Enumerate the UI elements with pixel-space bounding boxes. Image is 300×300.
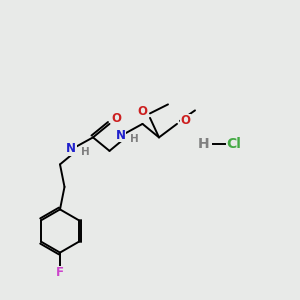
Text: O: O: [180, 114, 190, 128]
Text: H: H: [80, 147, 89, 158]
Text: O: O: [111, 112, 121, 125]
Text: Cl: Cl: [226, 137, 242, 151]
Text: N: N: [66, 142, 76, 155]
Text: N: N: [116, 129, 126, 142]
Text: F: F: [56, 266, 64, 279]
Text: H: H: [198, 137, 210, 151]
Text: H: H: [130, 134, 139, 144]
Text: O: O: [137, 105, 148, 119]
